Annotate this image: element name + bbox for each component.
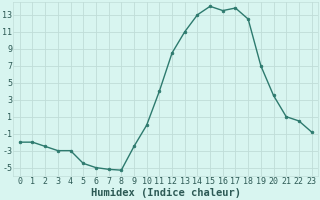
- X-axis label: Humidex (Indice chaleur): Humidex (Indice chaleur): [91, 188, 241, 198]
